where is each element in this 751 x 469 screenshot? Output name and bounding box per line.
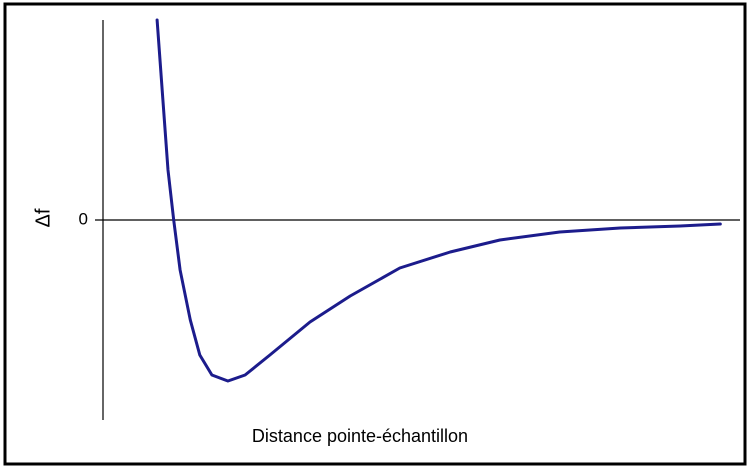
y-axis-label: Δf bbox=[32, 208, 54, 227]
curve bbox=[155, 18, 722, 383]
x-axis-label: Distance pointe-échantillon bbox=[252, 426, 468, 446]
y-tick-label: 0 bbox=[79, 209, 88, 228]
frame bbox=[3, 2, 747, 466]
